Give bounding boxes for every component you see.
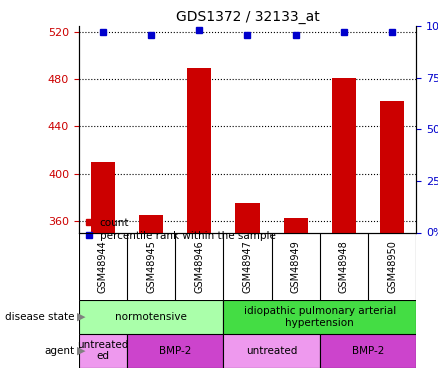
Text: agent: agent [44,346,74,355]
Bar [223,334,320,368]
Text: ▶: ▶ [77,312,85,322]
Bar [187,68,211,232]
Bar [91,162,115,232]
Bar [223,300,416,334]
Title: GDS1372 / 32133_at: GDS1372 / 32133_at [176,10,319,24]
Text: GSM48944: GSM48944 [98,240,108,292]
Text: GSM48949: GSM48949 [291,240,300,292]
Text: GSM48950: GSM48950 [387,240,397,292]
Text: idiopathic pulmonary arterial
hypertension: idiopathic pulmonary arterial hypertensi… [244,306,396,328]
Text: BMP-2: BMP-2 [352,346,384,355]
Bar [139,215,163,232]
Text: normotensive: normotensive [115,312,187,322]
Text: ▶: ▶ [77,346,85,355]
Bar [79,300,223,334]
Text: GSM48947: GSM48947 [243,240,252,292]
Text: untreated
ed: untreated ed [77,340,129,362]
Text: GSM48946: GSM48946 [194,240,204,292]
Text: BMP-2: BMP-2 [159,346,191,355]
Text: disease state: disease state [5,312,74,322]
Bar [284,218,307,232]
Bar [332,78,356,232]
Bar [236,203,259,232]
Text: GSM48948: GSM48948 [339,240,349,292]
Bar [127,334,223,368]
Bar [380,100,404,232]
Bar [320,334,416,368]
Text: GSM48945: GSM48945 [146,240,156,292]
Bar [79,334,127,368]
Legend: count, percentile rank within the sample: count, percentile rank within the sample [84,217,276,241]
Text: untreated: untreated [246,346,297,355]
